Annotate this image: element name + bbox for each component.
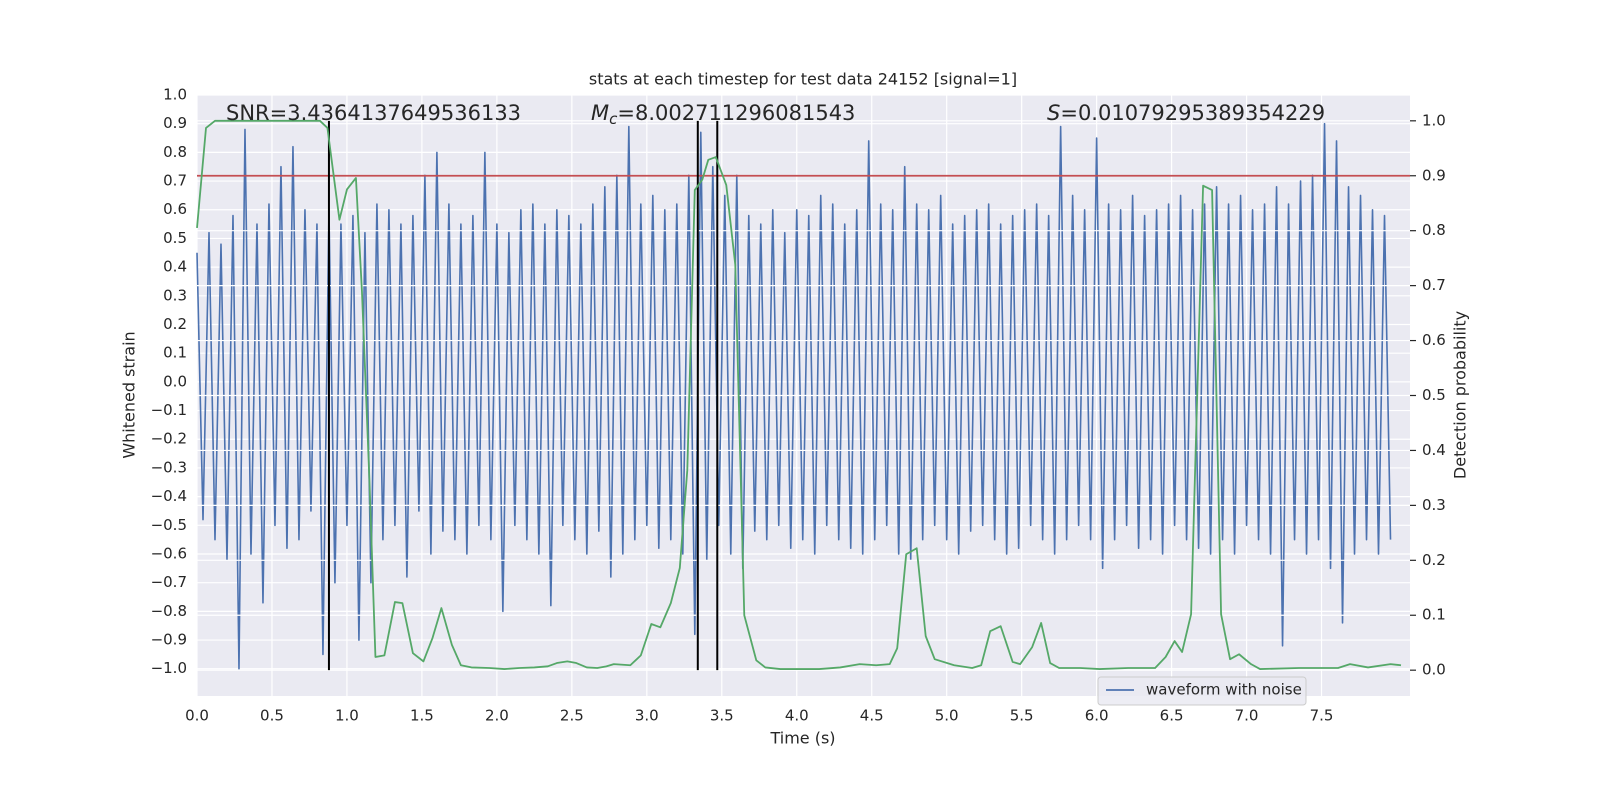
- x-tick-label: 7.5: [1310, 707, 1334, 725]
- x-tick-label: 3.0: [635, 707, 659, 725]
- y-tick-label: −0.1: [151, 401, 187, 419]
- y-tick-label: −0.5: [151, 516, 187, 534]
- y-tick-label: 0.4: [163, 258, 187, 276]
- y2-tick-label: 0.8: [1422, 221, 1446, 239]
- y-tick-label: −0.8: [151, 602, 187, 620]
- legend-label: waveform with noise: [1146, 681, 1302, 699]
- y-tick-label: −0.9: [151, 631, 187, 649]
- y-tick-label: 0.0: [163, 372, 187, 390]
- x-tick-label: 2.5: [560, 707, 584, 725]
- waveform-line: [196, 122, 1392, 670]
- x-tick-label: 2.0: [485, 707, 509, 725]
- annotation-symbol: M: [591, 101, 609, 125]
- y2-tick-label: 0.7: [1422, 276, 1446, 294]
- y2-axis-label: Detection probability: [1451, 311, 1470, 479]
- y-tick-label: 1.0: [163, 86, 187, 104]
- legend-box: [1097, 676, 1307, 706]
- y2-tick-label: 1.0: [1422, 111, 1446, 129]
- annotation-subscript: c: [609, 110, 618, 128]
- x-tick-label: 0.5: [260, 707, 284, 725]
- x-axis-label: Time (s): [769, 729, 835, 748]
- annotation: S=0.01079295389354229: [1047, 101, 1325, 125]
- y-tick-label: 0.2: [163, 315, 187, 333]
- chart-title: stats at each timestep for test data 241…: [589, 70, 1017, 89]
- y-tick-label: −0.7: [151, 573, 187, 591]
- y-tick-label: −0.2: [151, 430, 187, 448]
- annotation-symbol: S: [1047, 101, 1060, 125]
- x-tick-label: 6.5: [1160, 707, 1184, 725]
- y-tick-label: 0.7: [163, 172, 187, 190]
- annotation-text: =0.01079295389354229: [1060, 101, 1325, 125]
- x-tick-label: 4.5: [860, 707, 884, 725]
- x-tick-label: 1.5: [410, 707, 434, 725]
- y2-tick-label: 0.3: [1422, 496, 1446, 514]
- y-tick-label: 0.1: [163, 344, 187, 362]
- x-tick-label: 3.5: [710, 707, 734, 725]
- y-tick-label: 0.8: [163, 143, 187, 161]
- x-tick-label: 7.0: [1235, 707, 1259, 725]
- x-tick-label: 1.0: [335, 707, 359, 725]
- annotation: SNR=3.4364137649536133: [226, 101, 521, 125]
- y2-tick-label: 0.9: [1422, 166, 1446, 184]
- y-tick-label: 0.6: [163, 200, 187, 218]
- probability-line: [196, 119, 1402, 670]
- y2-tick-label: 0.6: [1422, 331, 1446, 349]
- x-tick-label: 0.0: [185, 707, 209, 725]
- y2-tick-label: 0.5: [1422, 386, 1446, 404]
- annotation-text: SNR=3.4364137649536133: [226, 101, 521, 125]
- annotation: Mc=8.002711296081543: [591, 101, 855, 128]
- y-tick-label: −0.3: [151, 458, 187, 476]
- y-axis-label: Whitened strain: [120, 331, 139, 458]
- y2-tick-label: 0.0: [1422, 661, 1446, 679]
- x-tick-label: 4.0: [785, 707, 809, 725]
- x-tick-label: 5.5: [1010, 707, 1034, 725]
- x-tick-label: 6.0: [1085, 707, 1109, 725]
- y-tick-label: −1.0: [151, 659, 187, 677]
- y-tick-label: 0.3: [163, 286, 187, 304]
- y-tick-label: −0.4: [151, 487, 187, 505]
- annotation-text: =8.002711296081543: [617, 101, 855, 125]
- y-tick-label: 0.5: [163, 229, 187, 247]
- y2-tick-label: 0.1: [1422, 606, 1446, 624]
- y-tick-label: −0.6: [151, 544, 187, 562]
- x-tick-label: 5.0: [935, 707, 959, 725]
- y2-tick-label: 0.4: [1422, 441, 1446, 459]
- y-tick-label: 0.9: [163, 114, 187, 132]
- y2-tick-label: 0.2: [1422, 551, 1446, 569]
